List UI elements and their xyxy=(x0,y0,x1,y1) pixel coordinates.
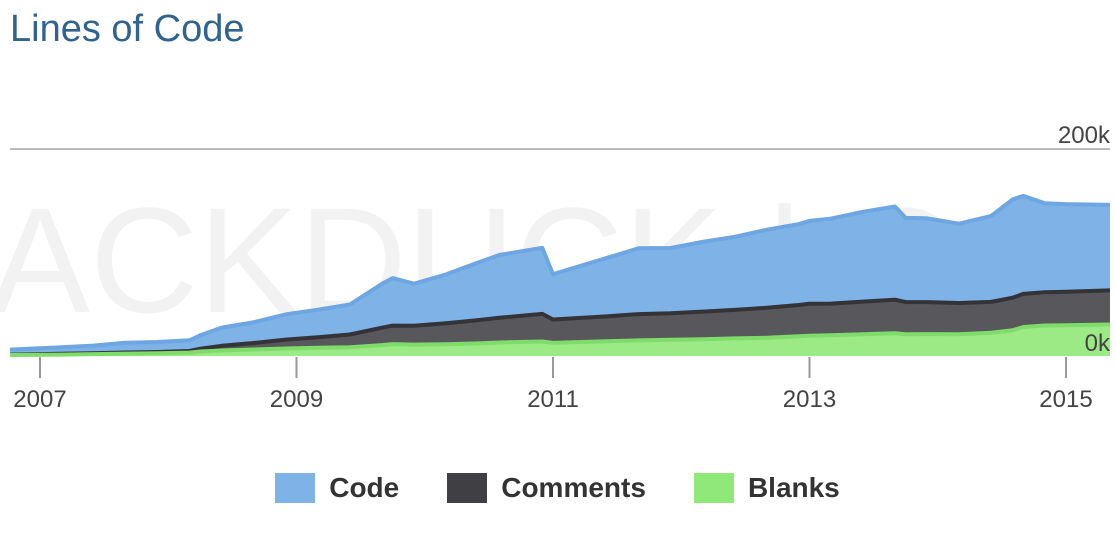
legend-swatch-comments xyxy=(447,473,488,503)
x-tick-label-2007: 2007 xyxy=(13,386,66,413)
legend-swatch-code xyxy=(275,473,316,503)
chart-title: Lines of Code xyxy=(10,8,245,50)
legend-item-comments[interactable]: Comments xyxy=(447,472,646,504)
y-tick-label-0k: 0k xyxy=(1085,330,1111,357)
legend-label-blanks: Blanks xyxy=(747,472,840,503)
line-comments xyxy=(9,288,1111,357)
x-tick-label-2011: 2011 xyxy=(527,386,579,413)
legend: Code Comments Blanks xyxy=(0,472,1115,504)
legend-label-comments: Comments xyxy=(501,472,646,503)
y-tick-label-200k: 200k xyxy=(1058,122,1111,149)
line-code xyxy=(9,193,1111,352)
legend-label-code: Code xyxy=(329,472,400,503)
x-tick-label-2009: 2009 xyxy=(270,386,323,413)
legend-item-code[interactable]: Code xyxy=(275,472,399,504)
area-comments xyxy=(10,290,1110,355)
legend-swatch-blanks xyxy=(693,473,734,503)
x-tick-label-2015: 2015 xyxy=(1039,386,1092,413)
line-blanks xyxy=(9,322,1111,357)
stacked-areas xyxy=(9,193,1111,357)
x-axis-ticks: 2007 2009 2011 2013 2015 xyxy=(13,357,1093,413)
lines-of-code-chart: ACKDUCK | Op 200k 0k 2007200920112013201… xyxy=(0,122,1111,413)
area-blanks xyxy=(10,324,1110,356)
legend-item-blanks[interactable]: Blanks xyxy=(693,472,840,504)
x-tick-label-2013: 2013 xyxy=(783,386,836,413)
